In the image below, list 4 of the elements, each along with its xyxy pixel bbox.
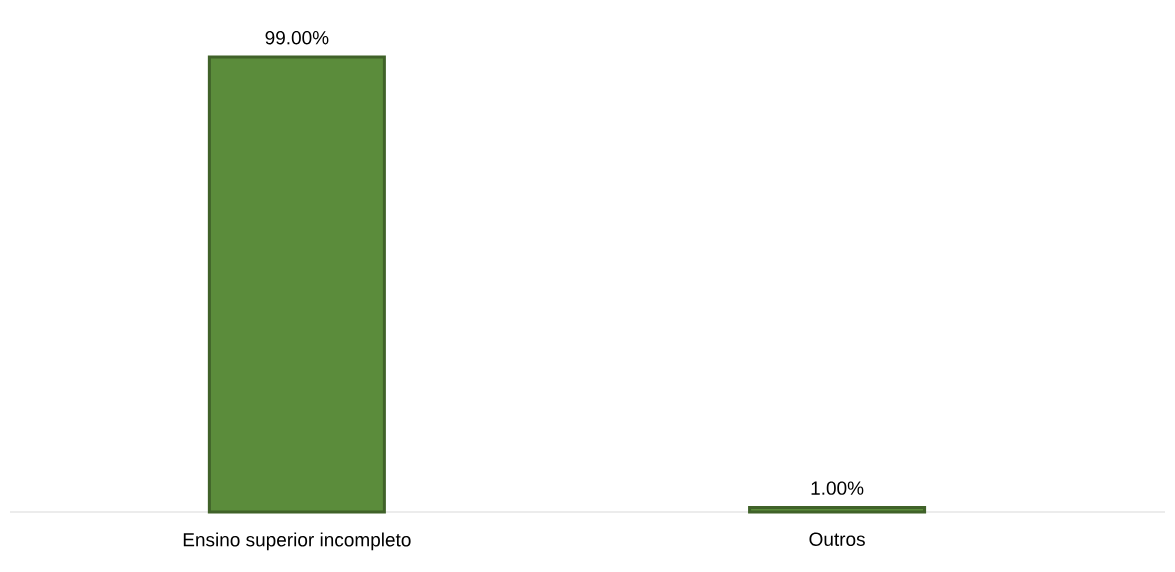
- x-tick-label: Ensino superior incompleto: [183, 532, 411, 551]
- data-label: 1.00%: [811, 481, 864, 495]
- data-label: 99.00%: [265, 31, 329, 45]
- x-tick-label: Outros: [809, 532, 865, 546]
